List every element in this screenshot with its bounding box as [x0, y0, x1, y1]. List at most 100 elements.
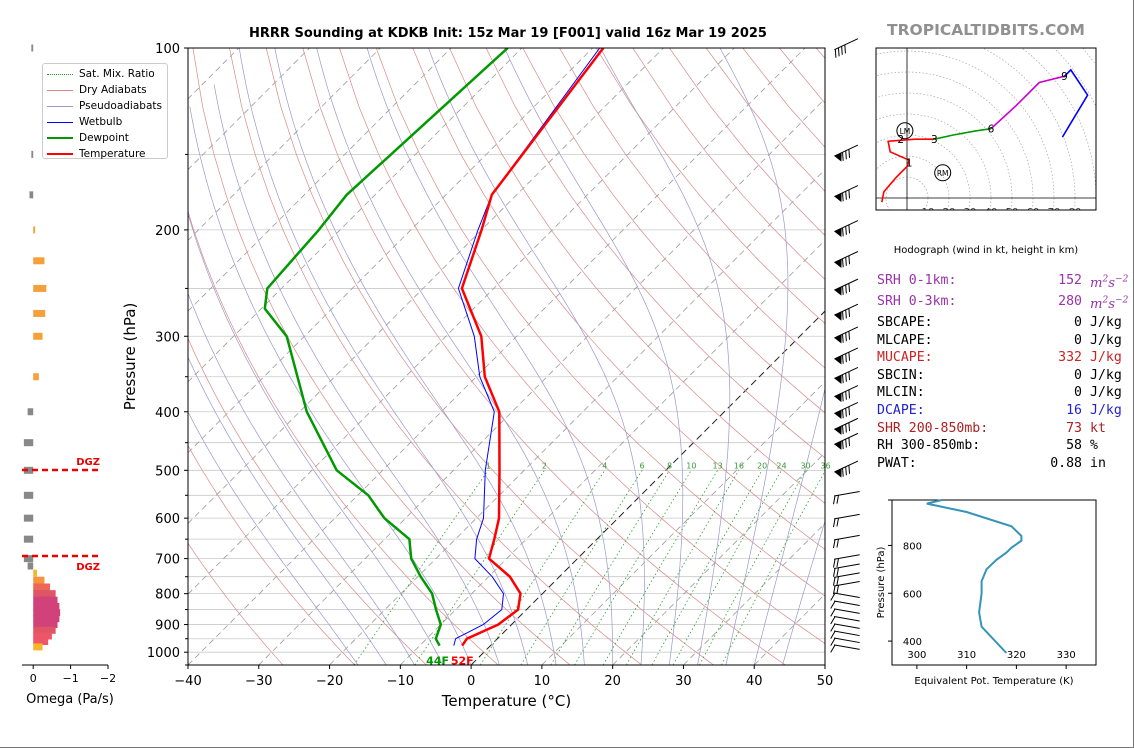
- barb-feather: [841, 46, 843, 55]
- mixing-ratio-label: 24: [776, 461, 786, 470]
- wind-barb: [832, 513, 860, 528]
- hodo-tick-label: 60: [1027, 207, 1040, 218]
- param-row: DCAPE: 16 J/kg: [877, 402, 1132, 420]
- param-label: SRH 0-1km:: [877, 273, 957, 288]
- storm-motion-marker: [934, 164, 952, 182]
- barb-staff: [833, 600, 860, 607]
- dry-adiabat: [375, 48, 825, 597]
- barb-feather: [842, 258, 844, 268]
- x-tick-label: 0: [467, 674, 475, 689]
- hodo-tick-label: 10: [922, 207, 935, 218]
- x-tick-label: 30: [675, 674, 692, 689]
- x-tick-label: 50: [817, 674, 834, 689]
- x-axis-label: Temperature (°C): [441, 692, 571, 710]
- barb-feather: [830, 630, 836, 639]
- hodo-segment: [1061, 68, 1089, 138]
- barb-feather: [842, 374, 844, 384]
- omega-panel: 0 −1 −2 Omega (Pa/s) DGZ DGZ: [22, 44, 116, 707]
- hodo-ring: [1082, 48, 1096, 66]
- dry-adiabat: [188, 542, 284, 665]
- barb-flag: [834, 259, 842, 269]
- dry-adiabat: [339, 48, 825, 644]
- barb-feather: [845, 373, 847, 382]
- barb-feather: [842, 192, 844, 202]
- legend-label: Pseudoadiabats: [79, 100, 162, 112]
- y-tick-label: 200: [155, 224, 180, 239]
- pseudoadiabat: [188, 212, 444, 665]
- param-label: SBCAPE:: [877, 314, 933, 330]
- hodo-tick-label: 80: [1069, 207, 1082, 218]
- barb-feather: [842, 355, 844, 364]
- param-unit: J/kg: [1090, 367, 1122, 383]
- omega-bar: [33, 609, 61, 617]
- wind-barb: [832, 554, 860, 568]
- barb-feather: [836, 517, 839, 527]
- param-row: SHR 200-850mb: 73 kt: [877, 420, 1132, 438]
- barb-flag: [834, 410, 842, 420]
- y-tick-label: 500: [155, 464, 180, 479]
- y-axis-label: Pressure (hPa): [121, 303, 139, 411]
- omega-bar: [23, 535, 34, 543]
- dry-adiabat: [188, 210, 499, 665]
- barb-feather: [836, 576, 839, 586]
- dry-adiabat: [302, 48, 786, 665]
- legend-entry: Wetbulb: [47, 114, 163, 130]
- omega-bar: [27, 408, 34, 416]
- barb-staff: [833, 534, 860, 541]
- param-value: 0: [1074, 367, 1082, 383]
- omega-bar: [33, 569, 37, 577]
- barb-feather: [845, 284, 847, 294]
- omega-bar: [31, 44, 34, 52]
- hodo-frame: [875, 47, 1097, 211]
- param-unit: J/kg: [1090, 402, 1122, 418]
- hodo-segment: [990, 75, 1065, 130]
- theta-e-y-tick-label: 400: [903, 637, 922, 648]
- barb-feather: [837, 47, 840, 57]
- barb-flag: [834, 468, 842, 478]
- barb-feather: [832, 559, 836, 568]
- temperature-profile: [460, 48, 605, 647]
- mixing-ratio-label: 20: [757, 461, 767, 470]
- dry-adiabat: [412, 48, 825, 550]
- barb-flag: [834, 311, 842, 321]
- barb-feather: [836, 495, 839, 504]
- wind-barb: [830, 608, 860, 617]
- barb-feather: [832, 577, 836, 586]
- barb-flag: [834, 375, 842, 384]
- wind-barb: [834, 251, 859, 269]
- hodo-segment: [887, 138, 935, 161]
- barb-feather: [845, 309, 847, 319]
- param-value: 0: [1074, 332, 1082, 348]
- wind-barb: [834, 144, 859, 162]
- dry-adiabat: [265, 48, 714, 665]
- legend-swatch: [47, 73, 73, 75]
- theta-e-y-tick-label: 600: [903, 589, 922, 600]
- barb-feather: [832, 518, 836, 528]
- legend-label: Dry Adiabats: [79, 84, 147, 96]
- omega-bar: [33, 332, 43, 340]
- hodo-tick-label: 70: [1048, 207, 1061, 218]
- sounding-parameters: SRH 0-1km: 152 m2s−2 SRH 0-3km: 280 m2s−2 SBCA…: [877, 272, 1132, 472]
- barb-feather: [830, 637, 836, 646]
- wind-barb: [830, 592, 860, 601]
- barb-feather: [845, 439, 847, 448]
- hodo-ring: [1053, 48, 1096, 108]
- param-value: 16: [1066, 402, 1082, 418]
- param-value: 58: [1066, 438, 1082, 454]
- param-label: MLCIN:: [877, 385, 925, 401]
- mixing-ratio-label: 4: [602, 461, 607, 470]
- barb-feather: [836, 585, 839, 594]
- hodo-caption: Hodograph (wind in kt, height in km): [894, 245, 1079, 256]
- omega-bar: [23, 439, 34, 447]
- hodo-height-label: 6: [988, 124, 995, 136]
- dgz-label: DGZ: [76, 457, 100, 468]
- param-label: RH 300-850mb:: [877, 438, 981, 454]
- omega-bar: [33, 626, 56, 634]
- param-row: MLCAPE: 0 J/kg: [877, 332, 1132, 350]
- barb-feather: [845, 226, 847, 235]
- omega-bar: [33, 309, 46, 317]
- hodo-height-label: 3: [931, 134, 938, 146]
- storm-motion-label: LM: [900, 127, 911, 136]
- dry-adiabat: [192, 48, 571, 665]
